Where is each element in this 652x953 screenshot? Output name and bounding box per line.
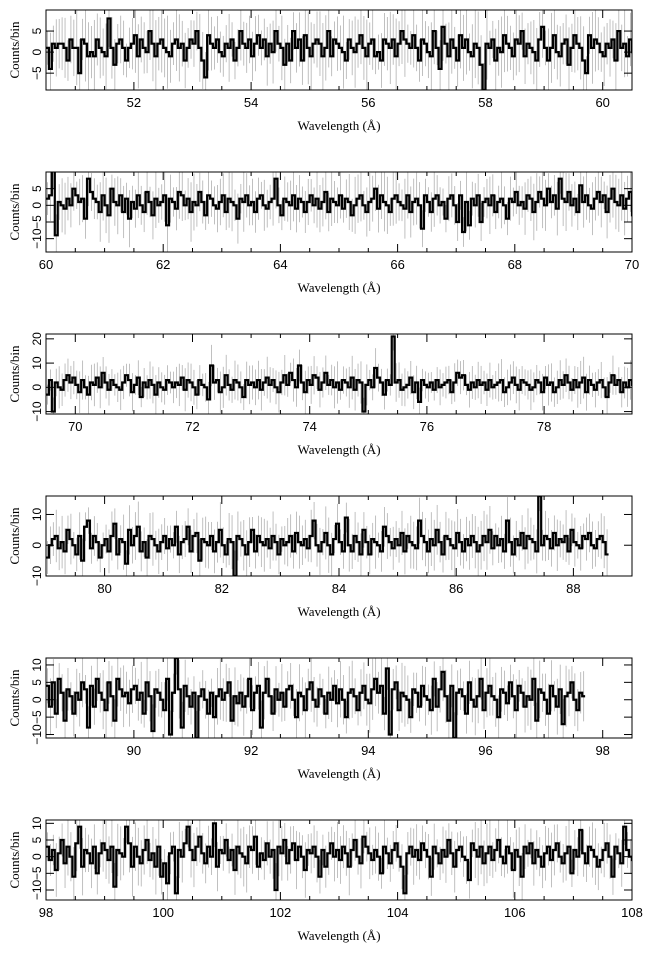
x-tick-label: 92	[244, 743, 258, 758]
x-tick-label: 52	[127, 95, 141, 110]
counts-histogram	[46, 496, 609, 576]
x-tick-label: 72	[185, 419, 199, 434]
y-axis-label: Counts/bin	[7, 21, 22, 79]
y-tick-label: 5	[30, 679, 44, 686]
plot-frame	[45, 333, 633, 415]
panel-3: 70 72 74 76 78 −10 0 10 20 Wavelength (Å) Counts/b…	[7, 332, 633, 457]
y-tick-label: 0	[30, 542, 44, 549]
y-axis-label: Counts/bin	[7, 669, 22, 727]
x-tick-label: 54	[244, 95, 258, 110]
counts-histogram	[46, 335, 632, 413]
x-tick-label: 88	[566, 581, 580, 596]
panel-data	[46, 172, 632, 252]
x-tick-label: 60	[595, 95, 609, 110]
x-axis-label: Wavelength (Å)	[297, 766, 380, 781]
y-tick-label: 10	[30, 658, 44, 672]
x-tick-label: 74	[302, 419, 316, 434]
y-tick-label: −5	[30, 866, 44, 880]
y-axis-label: Counts/bin	[7, 183, 22, 241]
y-tick-label: −5	[30, 215, 44, 229]
y-tick-label: −10	[30, 565, 44, 586]
x-tick-label: 86	[449, 581, 463, 596]
x-tick-label: 62	[156, 257, 170, 272]
x-tick-label: 100	[152, 905, 174, 920]
counts-histogram	[46, 172, 632, 237]
x-tick-label: 70	[68, 419, 82, 434]
y-tick-label: −5	[30, 66, 44, 80]
x-tick-label: 106	[504, 905, 526, 920]
panel-data	[46, 658, 586, 738]
y-tick-label: −5	[30, 710, 44, 724]
y-axis-label: Counts/bin	[7, 507, 22, 565]
x-tick-label: 78	[537, 419, 551, 434]
x-tick-label: 84	[332, 581, 346, 596]
x-axis-label: Wavelength (Å)	[297, 280, 380, 295]
y-tick-label: 5	[30, 27, 44, 34]
y-tick-label: 0	[30, 202, 44, 209]
y-axis-label: Counts/bin	[7, 831, 22, 889]
x-tick-label: 96	[478, 743, 492, 758]
counts-histogram	[46, 17, 632, 90]
x-tick-label: 70	[625, 257, 639, 272]
panel-2: 60 62 64 66 68 70 −10−5 0 5 Wavelength (Å) Counts/…	[7, 171, 639, 295]
x-tick-label: 82	[215, 581, 229, 596]
y-tick-label: 0	[30, 696, 44, 703]
panel-4: 80 82 84 86 88 −10 0 10 Wavelength (Å) Counts/bin	[7, 495, 633, 619]
panel-data	[46, 334, 632, 414]
y-tick-label: 5	[30, 185, 44, 192]
y-tick-label: 10	[30, 356, 44, 370]
x-axis-label: Wavelength (Å)	[297, 118, 380, 133]
x-tick-label: 68	[508, 257, 522, 272]
y-tick-label: −10	[30, 401, 44, 422]
panel-data	[46, 820, 632, 900]
y-axis-label: Counts/bin	[7, 345, 22, 403]
panel-data	[46, 10, 632, 90]
x-tick-label: 108	[621, 905, 643, 920]
x-tick-label: 64	[273, 257, 287, 272]
y-tick-label: −10	[30, 724, 44, 745]
x-axis-label: Wavelength (Å)	[297, 928, 380, 943]
x-tick-label: 90	[127, 743, 141, 758]
y-tick-label: −10	[30, 879, 44, 900]
x-tick-label: 80	[97, 581, 111, 596]
x-tick-label: 58	[478, 95, 492, 110]
panel-1: 52 54 56 58 60 −5 0 5 Wavelength (Å) Counts/bin	[7, 9, 633, 133]
y-tick-label: 10	[30, 816, 44, 830]
x-tick-label: 66	[390, 257, 404, 272]
x-tick-label: 60	[39, 257, 53, 272]
x-tick-label: 76	[420, 419, 434, 434]
x-axis-label: Wavelength (Å)	[297, 442, 380, 457]
x-tick-label: 102	[270, 905, 292, 920]
x-tick-label: 56	[361, 95, 375, 110]
plot-frame	[45, 9, 633, 91]
y-tick-label: 0	[30, 384, 44, 391]
x-axis-label: Wavelength (Å)	[297, 604, 380, 619]
x-tick-label: 98	[595, 743, 609, 758]
panel-data	[46, 496, 609, 576]
y-tick-label: −10	[30, 228, 44, 249]
plot-frame	[45, 171, 633, 253]
panel-5: 90 92 94 96 98 −10−5 0 5 10 Wavelength (Å) Counts/…	[7, 657, 633, 781]
y-tick-label: 20	[30, 332, 44, 346]
x-tick-label: 94	[361, 743, 375, 758]
y-tick-label: 0	[30, 48, 44, 55]
y-tick-label: 0	[30, 853, 44, 860]
y-tick-label: 10	[30, 507, 44, 521]
panel-6: 98 100 102 104 106 108 −10−5 0 5 10 Wavelength (Å)…	[7, 816, 643, 943]
x-tick-label: 104	[387, 905, 409, 920]
counts-histogram	[46, 658, 586, 738]
y-tick-label: 5	[30, 836, 44, 843]
x-tick-label: 98	[39, 905, 53, 920]
counts-histogram	[46, 822, 632, 895]
